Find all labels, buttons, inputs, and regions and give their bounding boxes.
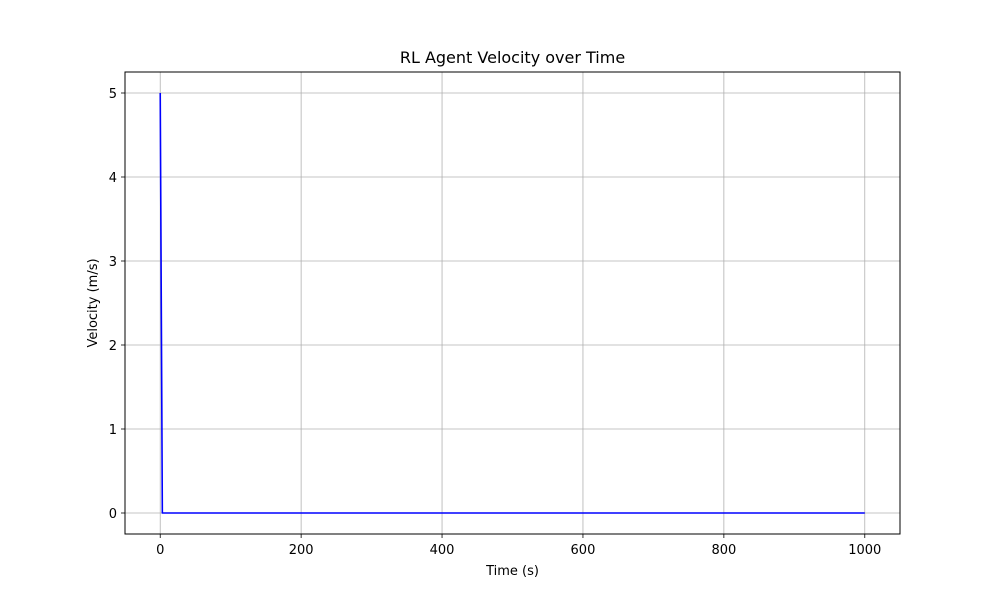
x-tick-label: 200 xyxy=(289,543,314,558)
x-tick-label: 600 xyxy=(571,543,596,558)
x-axis-title: Time (s) xyxy=(485,564,539,579)
x-axis-ticks: 0 200 400 600 800 1000 xyxy=(156,534,881,558)
y-tick-label: 5 xyxy=(109,87,117,102)
y-axis-ticks: 0 1 2 3 4 5 xyxy=(109,87,125,522)
x-tick-label: 400 xyxy=(430,543,455,558)
y-tick-label: 2 xyxy=(109,339,117,354)
plot-frame xyxy=(124,71,901,535)
x-tick-label: 800 xyxy=(711,543,736,558)
chart-title: RL Agent Velocity over Time xyxy=(400,48,625,67)
y-tick-label: 1 xyxy=(109,423,117,438)
x-tick-label: 1000 xyxy=(848,543,881,558)
y-tick-label: 4 xyxy=(109,171,117,186)
y-tick-label: 0 xyxy=(109,507,117,522)
x-tick-label: 0 xyxy=(156,543,164,558)
series-layer xyxy=(159,92,865,514)
y-axis-title: Velocity (m/s) xyxy=(86,258,101,347)
series-line-0 xyxy=(159,92,865,514)
y-tick-label: 3 xyxy=(109,255,117,270)
